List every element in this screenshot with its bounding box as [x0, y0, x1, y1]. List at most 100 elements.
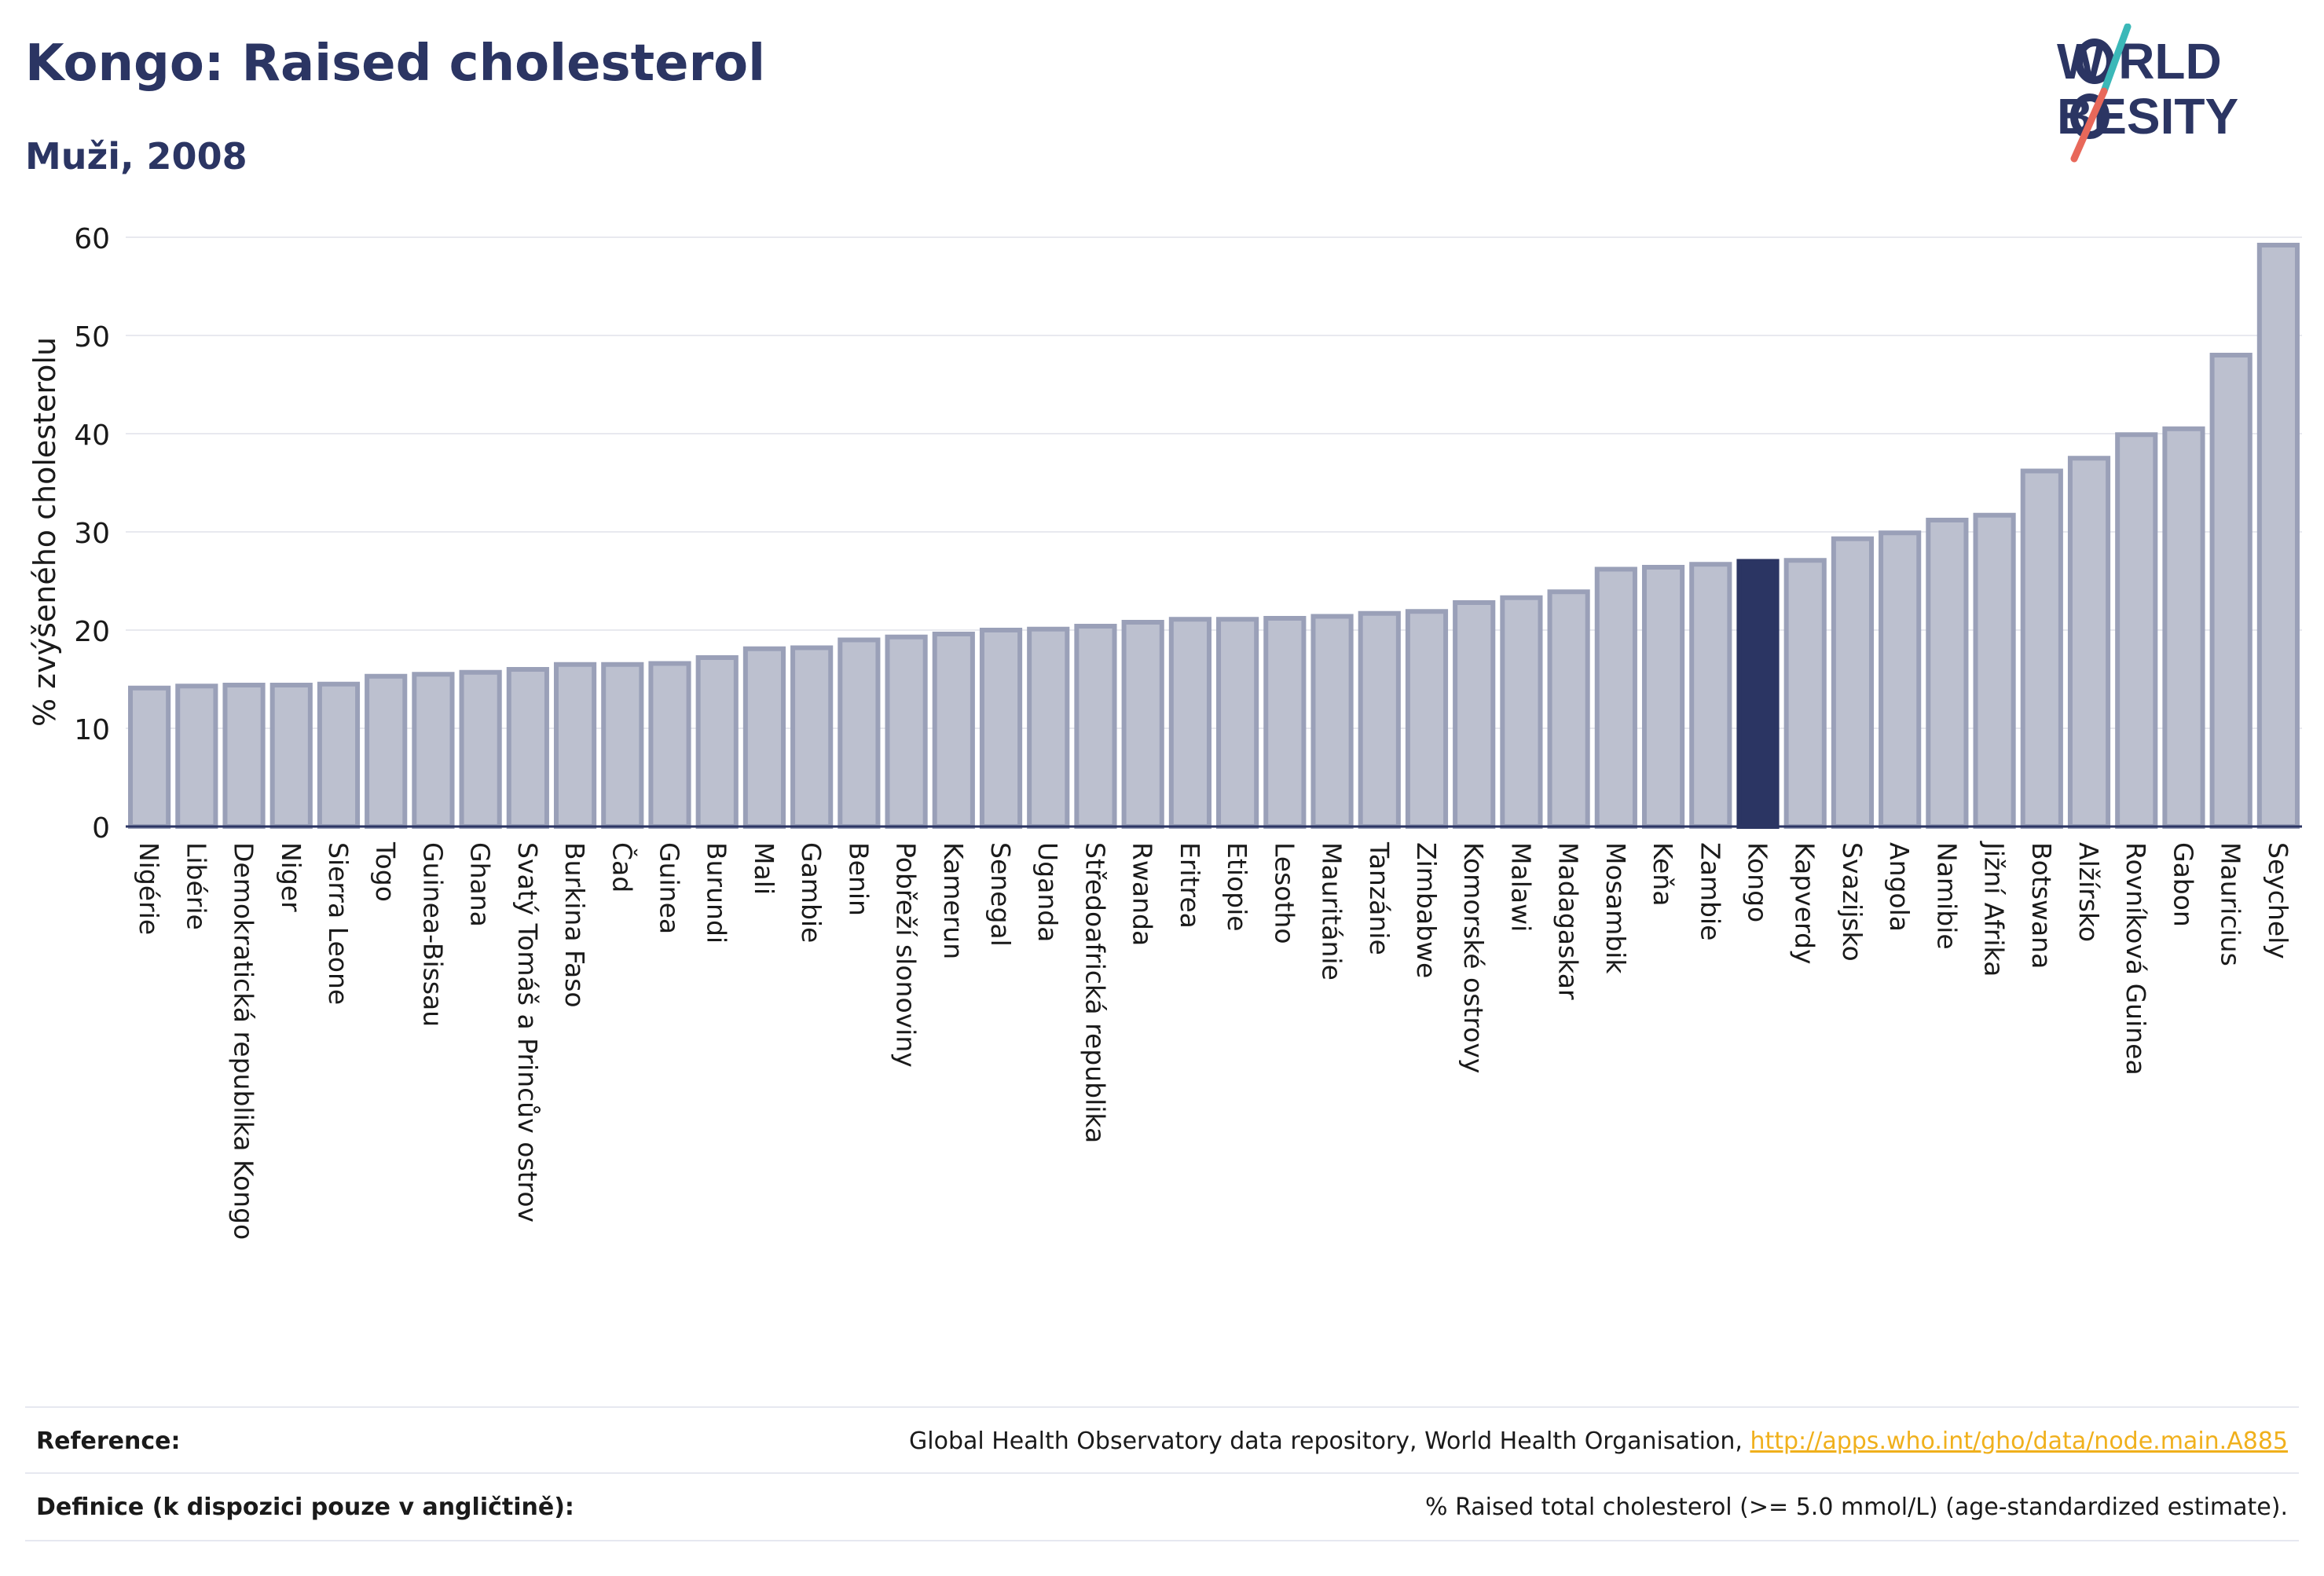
bar — [1074, 624, 1117, 829]
x-tick-label: Eritrea — [1175, 842, 1205, 929]
logo-slash-bottom — [2070, 87, 2108, 163]
y-tick-label: 0 — [92, 812, 110, 845]
bar — [1831, 536, 1875, 829]
bar — [1027, 626, 1070, 829]
x-tick-label: Čad — [607, 842, 638, 892]
x-tick-label: Svazijsko — [1837, 842, 1868, 962]
x-tick-label: Burundi — [702, 842, 732, 944]
bar — [2209, 353, 2253, 829]
reference-link[interactable]: http://apps.who.int/gho/data/node.main.A… — [1750, 1427, 2288, 1455]
x-tick-label: Zambie — [1695, 842, 1725, 940]
x-tick-label: Botswana — [2026, 842, 2057, 969]
x-tick-label: Nigérie — [134, 842, 164, 935]
definition-label: Definice (k dispozici pouze v angličtině… — [36, 1493, 574, 1521]
x-tick-label: Niger — [276, 842, 306, 912]
y-tick-label: 20 — [74, 616, 110, 648]
y-tick-label: 30 — [74, 518, 110, 550]
x-tick-label: Rwanda — [1127, 842, 1158, 946]
bar — [1216, 617, 1259, 829]
y-tick-label: 50 — [74, 321, 110, 354]
bar — [2162, 426, 2205, 829]
world-obesity-logo[interactable]: W RLD BESITY — [2043, 24, 2310, 165]
bar — [2256, 243, 2300, 829]
bar — [222, 683, 266, 829]
bar-chart: 0 10 20 30 40 50 60 % zvýšeného cholesterolu Nig… — [27, 223, 2302, 1240]
bar — [317, 681, 361, 829]
bar — [885, 634, 928, 829]
x-tick-label: Zimbabwe — [1411, 842, 1442, 978]
bar — [1547, 589, 1590, 829]
x-tick-label: Mosambik — [1600, 842, 1631, 974]
bar — [1641, 565, 1685, 829]
bar — [506, 667, 549, 829]
x-tick-label: Kongo — [1743, 842, 1773, 922]
bar — [742, 646, 786, 829]
bar — [2067, 456, 2111, 829]
x-tick-label: Guinea — [654, 842, 685, 934]
bar — [1973, 512, 2016, 829]
logo-o-top — [2075, 38, 2114, 84]
bar — [1358, 610, 1401, 829]
x-tick-label: Ghana — [465, 842, 496, 927]
bar — [979, 628, 1023, 829]
bar — [1594, 566, 1637, 829]
x-tick-label: Namibie — [1931, 842, 1962, 950]
bar — [932, 632, 975, 829]
x-tick-label: Jižní Afrika — [1979, 841, 2010, 977]
bar — [838, 637, 881, 829]
bar — [459, 669, 502, 829]
x-tick-label: Lesotho — [1269, 842, 1299, 944]
y-tick-label: 10 — [74, 714, 110, 746]
x-tick-label: Seychely — [2263, 842, 2293, 959]
bar — [365, 673, 408, 829]
x-tick-label: Mauritánie — [1317, 842, 1347, 980]
x-tick-label: Etiopie — [1222, 842, 1252, 932]
bar — [269, 683, 313, 829]
y-tick-label: 40 — [74, 420, 110, 452]
logo-o-bottom — [2070, 93, 2110, 139]
x-tick-label: Komorské ostrovy — [1458, 842, 1489, 1073]
x-tick-label: Gambie — [796, 842, 827, 943]
x-tick-label: Uganda — [1032, 842, 1063, 942]
x-tick-label: Středoafrická republika — [1080, 842, 1110, 1143]
bar — [695, 655, 739, 829]
bar — [1310, 614, 1354, 829]
x-tick-label: Malawi — [1505, 842, 1536, 932]
bar — [1689, 562, 1732, 829]
chart-title: Kongo: Raised cholesterol — [25, 35, 766, 93]
x-tick-label: Demokratická republika Kongo — [229, 842, 259, 1240]
reference-label: Reference: — [36, 1427, 181, 1455]
bar — [1263, 616, 1307, 829]
bar — [1926, 518, 1969, 829]
bar — [2020, 468, 2063, 829]
x-tick-label: Gabon — [2168, 842, 2198, 927]
bar — [1783, 558, 1827, 829]
x-tick-label: Madagaskar — [1553, 842, 1584, 1000]
x-tick-label: Mali — [749, 842, 779, 895]
bar — [175, 684, 218, 829]
bar — [790, 645, 834, 829]
bar — [1879, 530, 1922, 829]
x-tick-label: Burkina Faso — [559, 842, 590, 1008]
bar — [601, 662, 644, 829]
x-tick-label: Mauricius — [2216, 842, 2246, 966]
bar-highlight — [1736, 559, 1780, 829]
y-axis-title: % zvýšeného cholesterolu — [27, 337, 62, 727]
reference-value: Global Health Observatory data repositor… — [909, 1428, 2299, 1455]
bar — [1121, 620, 1164, 829]
x-tick-label: Senegal — [985, 842, 1016, 947]
x-tick-label: Benin — [843, 842, 874, 916]
bar — [648, 661, 691, 829]
x-tick-label: Tanzánie — [1364, 841, 1395, 955]
bar — [1168, 617, 1211, 829]
bar — [1405, 609, 1449, 829]
bar — [1453, 600, 1496, 829]
x-tick-label: Alžírsko — [2073, 842, 2104, 942]
logo-slash-top — [2100, 24, 2132, 95]
x-tick-label: Kapverdy — [1790, 842, 1820, 965]
x-tick-label: Libérie — [181, 842, 211, 930]
reference-text: Global Health Observatory data repositor… — [909, 1427, 1750, 1455]
x-tick-label: Pobřeží slonoviny — [891, 842, 922, 1068]
definition-row: Definice (k dispozici pouze v angličtině… — [25, 1472, 2299, 1541]
x-tick-label: Keňa — [1648, 842, 1678, 906]
